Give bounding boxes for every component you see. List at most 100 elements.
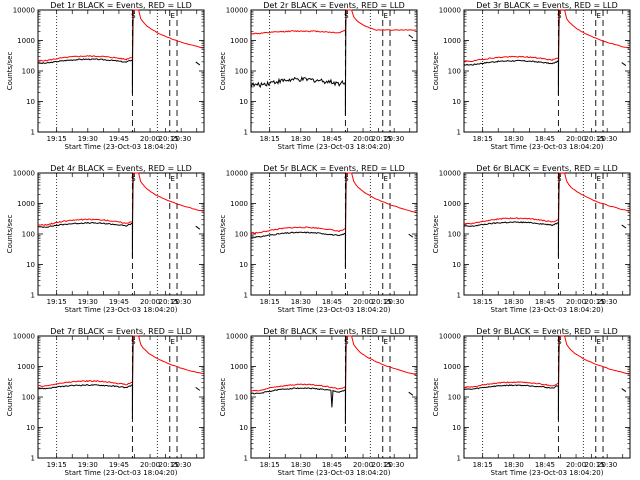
y-tick-label: 10000 bbox=[439, 7, 461, 15]
chart-panel-7: Det 7r BLACK = Events, RED = LLD 1 10 100 10… bbox=[6, 327, 205, 477]
x-tick-label: 20:00 bbox=[140, 135, 160, 143]
x-tick-label: 20:00 bbox=[140, 298, 160, 306]
y-tick-label: 100 bbox=[22, 394, 35, 402]
y-axis-label: Counts/sec bbox=[432, 378, 440, 417]
y-tick-label: 1 bbox=[31, 455, 35, 463]
x-tick-label: 19:15 bbox=[47, 298, 67, 306]
plot-frame bbox=[250, 9, 418, 133]
x-tick-label: 20:00 bbox=[566, 461, 586, 469]
y-tick-label: 10000 bbox=[13, 333, 35, 341]
plot-frame bbox=[37, 335, 205, 459]
y-tick-label: 10 bbox=[452, 98, 461, 106]
lld-series-line bbox=[250, 172, 417, 234]
y-tick-label: 10000 bbox=[226, 7, 248, 15]
y-tick-label: 1000 bbox=[230, 200, 248, 208]
y-axis-label: Counts/sec bbox=[6, 378, 14, 417]
x-tick-label: 18:15 bbox=[473, 135, 493, 143]
y-tick-label: 1000 bbox=[17, 200, 35, 208]
x-tick-label: 19:30 bbox=[78, 298, 98, 306]
chart-panel-1: Det 1r BLACK = Events, RED = LLD 1 10 100 10… bbox=[6, 1, 205, 151]
x-tick-label: 20:15 bbox=[585, 135, 605, 143]
events-series-line bbox=[37, 172, 134, 258]
y-tick-label: 10000 bbox=[439, 170, 461, 178]
y-tick-label: 1 bbox=[457, 129, 461, 137]
chart-panel-6: Det 6r BLACK = Events, RED = LLD 1 10 100 10… bbox=[432, 164, 631, 314]
y-tick-label: 1000 bbox=[17, 37, 35, 45]
y-tick-label: 1 bbox=[244, 455, 248, 463]
y-tick-label: 1 bbox=[457, 292, 461, 300]
x-tick-label: 19:30 bbox=[78, 461, 98, 469]
x-axis-label: Start Time (23-Oct-03 18:04:20) bbox=[278, 469, 391, 477]
lld-series-line bbox=[37, 9, 204, 62]
y-tick-label: 1000 bbox=[443, 200, 461, 208]
x-tick-label: 18:45 bbox=[535, 135, 555, 143]
y-tick-label: 10 bbox=[239, 98, 248, 106]
y-tick-label: 10000 bbox=[226, 170, 248, 178]
x-axis-label: Start Time (23-Oct-03 18:04:20) bbox=[278, 143, 391, 151]
x-axis-label: Start Time (23-Oct-03 18:04:20) bbox=[491, 469, 604, 477]
y-tick-label: 10 bbox=[26, 424, 35, 432]
y-tick-label: 10 bbox=[239, 261, 248, 269]
y-tick-label: 100 bbox=[448, 68, 461, 76]
end-marker: E bbox=[597, 338, 601, 346]
y-axis-label: Counts/sec bbox=[432, 52, 440, 91]
x-tick-label: 18:15 bbox=[260, 135, 280, 143]
events-series-line bbox=[463, 335, 560, 420]
plot-frame bbox=[463, 335, 631, 459]
y-tick-label: 1000 bbox=[443, 363, 461, 371]
x-tick-label: 18:45 bbox=[535, 461, 555, 469]
y-axis-label: Counts/sec bbox=[219, 52, 227, 91]
lld-series-line bbox=[37, 172, 204, 226]
y-tick-label: 10 bbox=[26, 261, 35, 269]
x-tick-label: 20:30 bbox=[171, 298, 191, 306]
x-tick-label: 18:30 bbox=[291, 461, 311, 469]
x-tick-label: 20:30 bbox=[171, 461, 191, 469]
events-series-line bbox=[37, 9, 134, 94]
events-tail-segment bbox=[195, 225, 201, 230]
y-tick-label: 1 bbox=[244, 292, 248, 300]
x-tick-label: 18:45 bbox=[322, 461, 342, 469]
x-tick-label: 18:45 bbox=[535, 298, 555, 306]
y-tick-label: 10 bbox=[452, 261, 461, 269]
x-tick-label: 20:15 bbox=[372, 135, 392, 143]
chart-panel-5: Det 5r BLACK = Events, RED = LLD 1 10 100 10… bbox=[219, 164, 418, 314]
x-tick-label: 20:15 bbox=[159, 298, 179, 306]
lld-series-line bbox=[463, 172, 630, 225]
x-axis-label: Start Time (23-Oct-03 18:04:20) bbox=[65, 143, 178, 151]
y-axis-label: Counts/sec bbox=[432, 215, 440, 254]
y-tick-label: 100 bbox=[235, 68, 248, 76]
start-marker: S bbox=[344, 12, 349, 20]
x-axis-label: Start Time (23-Oct-03 18:04:20) bbox=[278, 306, 391, 314]
x-tick-label: 20:30 bbox=[597, 135, 617, 143]
x-axis-label: Start Time (23-Oct-03 18:04:20) bbox=[491, 143, 604, 151]
events-series-line bbox=[250, 9, 347, 116]
chart-title: Det 8r BLACK = Events, RED = LLD bbox=[263, 327, 405, 336]
lld-series-line bbox=[38, 335, 204, 388]
x-tick-label: 18:15 bbox=[473, 298, 493, 306]
lld-series-line bbox=[250, 335, 417, 392]
events-series-line bbox=[250, 335, 347, 425]
y-tick-label: 1 bbox=[31, 292, 35, 300]
x-tick-label: 20:30 bbox=[597, 461, 617, 469]
y-tick-label: 10 bbox=[239, 424, 248, 432]
chart-title: Det 2r BLACK = Events, RED = LLD bbox=[263, 1, 405, 10]
y-tick-label: 10 bbox=[26, 98, 35, 106]
events-tail-segment bbox=[621, 388, 627, 392]
x-tick-label: 19:15 bbox=[47, 461, 67, 469]
x-tick-label: 18:30 bbox=[291, 298, 311, 306]
y-axis-label: Counts/sec bbox=[219, 215, 227, 254]
end-marker: E bbox=[384, 12, 388, 20]
events-tail-segment bbox=[195, 386, 201, 391]
chart-title: Det 3r BLACK = Events, RED = LLD bbox=[476, 1, 618, 10]
x-tick-label: 20:00 bbox=[353, 461, 373, 469]
events-tail-segment bbox=[621, 62, 627, 66]
y-tick-label: 100 bbox=[235, 231, 248, 239]
x-tick-label: 19:15 bbox=[47, 135, 67, 143]
x-tick-label: 19:45 bbox=[109, 135, 129, 143]
end-marker: E bbox=[597, 12, 601, 20]
chart-panel-2: Det 2r BLACK = Events, RED = LLD 1 10 100 10… bbox=[219, 1, 418, 151]
x-tick-label: 20:00 bbox=[140, 461, 160, 469]
events-tail-segment bbox=[621, 224, 627, 229]
chart-title: Det 7r BLACK = Events, RED = LLD bbox=[50, 327, 192, 336]
y-tick-label: 1000 bbox=[230, 363, 248, 371]
